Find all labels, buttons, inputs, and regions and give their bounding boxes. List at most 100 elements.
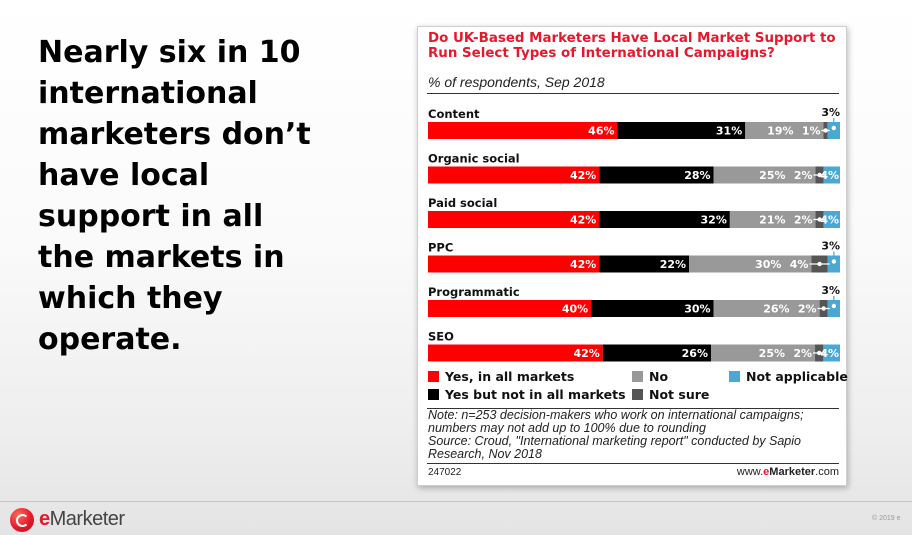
bar-value-label: 30% — [684, 303, 710, 316]
bar-value-label: 19% — [767, 125, 793, 138]
headline-line: which they — [38, 281, 223, 316]
copyright-text: © 2019 e — [872, 515, 901, 522]
bar-value-label: 4% — [820, 347, 839, 360]
bar-value-label: 22% — [660, 258, 686, 271]
bar-segment — [713, 300, 820, 317]
legend-label: Yes, in all markets — [445, 369, 575, 384]
source-line: Source: Croud, "International marketing … — [428, 434, 801, 448]
notes-divider — [427, 408, 839, 409]
label-leader-dot — [823, 128, 828, 133]
label-leader-dot — [817, 172, 822, 178]
bar-value-label: 28% — [684, 169, 710, 182]
site-suffix: .com — [815, 466, 839, 478]
label-leader-dot — [817, 261, 822, 267]
site-brand-e: e — [763, 466, 770, 478]
bar-segment — [823, 211, 840, 228]
bar-segment — [729, 211, 816, 228]
bar-value-label: 26% — [763, 303, 789, 316]
bar-value-label: 30% — [755, 258, 781, 271]
bar-value-label: 32% — [701, 214, 727, 227]
label-leader-dot — [831, 303, 837, 309]
bar-value-label: 42% — [570, 214, 596, 227]
legend-item-no: No — [632, 369, 668, 384]
chart-subtitle: % of respondents, Sep 2018 — [428, 74, 605, 90]
label-leader-dot — [831, 259, 837, 264]
category-label: Content — [428, 107, 480, 121]
legend-item-not-applicable: Not applicable — [729, 369, 848, 384]
category-label: Programmatic — [428, 285, 520, 299]
bar-value-label: 42% — [570, 169, 596, 182]
bar-segment — [602, 344, 711, 362]
bar-segment — [428, 300, 592, 317]
legend-swatch — [428, 389, 439, 400]
bar-segment — [827, 300, 840, 317]
bar-segment — [827, 122, 840, 139]
bar-segment — [599, 166, 714, 184]
footer-divider — [427, 463, 839, 464]
bar-segment — [428, 344, 603, 362]
headline-line: have local — [38, 158, 210, 193]
headline-line: operate. — [38, 322, 182, 357]
legend-swatch — [632, 371, 643, 382]
headline-line: the markets in — [38, 240, 285, 275]
bar-value-label: 2% — [794, 214, 813, 227]
legend-swatch — [729, 371, 740, 382]
bar-segment — [617, 122, 746, 139]
headline-line: international — [38, 76, 258, 111]
bar-value-label: 25% — [759, 169, 785, 182]
category-label: Organic social — [428, 152, 520, 166]
bar-value-label: 2% — [798, 303, 817, 316]
bar-segment — [591, 300, 714, 317]
category-label: SEO — [428, 330, 454, 344]
bar-value-label: 26% — [682, 347, 708, 360]
bar-segment — [710, 344, 816, 362]
chart-card: Do UK-Based Marketers Have Local Market … — [417, 26, 848, 486]
note-line: numbers may not add up to 100% due to ro… — [428, 421, 706, 435]
bar-value-label: 3% — [821, 284, 840, 297]
stacked-bar-chart: Content 46% 31% 19% 1% 3% Organic social 42% 28%… — [428, 106, 840, 362]
bar-segment — [428, 255, 600, 273]
title-divider — [427, 93, 839, 94]
legend-label: Not applicable — [746, 369, 848, 384]
legend-label: Yes but not in all markets — [445, 387, 626, 402]
headline-line: marketers don’t — [38, 117, 311, 152]
bar-value-label: 42% — [573, 347, 599, 360]
site-prefix: www. — [736, 466, 764, 478]
chart-title-line: Run Select Types of International Campai… — [428, 45, 775, 61]
source-line: Research, Nov 2018 — [428, 447, 542, 461]
bar-segment — [428, 122, 618, 139]
emarketer-logo-text: eMarketer — [39, 508, 125, 530]
bar-value-label: 1% — [802, 125, 821, 138]
label-leader-dot — [816, 350, 822, 356]
label-leader-dot — [821, 306, 826, 311]
note-line: Note: n=253 decision-makers who work on … — [428, 408, 804, 422]
chart-notes: Note: n=253 decision-makers who work on … — [428, 409, 842, 461]
bar-segment — [428, 166, 600, 184]
legend-item-not-sure: Not sure — [632, 387, 709, 402]
bar-value-label: 31% — [716, 125, 742, 138]
emarketer-logo-icon — [10, 508, 34, 532]
legend-swatch — [428, 371, 439, 382]
headline-line: support in all — [38, 199, 264, 234]
bar-segment — [713, 166, 816, 184]
bar-value-label: 4% — [790, 258, 809, 271]
bar-value-label: 46% — [588, 125, 614, 138]
bar-segment — [823, 166, 840, 184]
bar-segment — [599, 211, 730, 228]
legend-item-yes-not-all: Yes but not in all markets — [428, 387, 626, 402]
source-website-link[interactable]: www.eMarketer.com — [737, 466, 839, 478]
bar-value-label: 21% — [759, 214, 785, 227]
headline: Nearly six in 10 international marketers… — [38, 32, 358, 360]
bar-value-label: 40% — [562, 303, 588, 316]
bar-segment — [745, 122, 824, 139]
category-label: Paid social — [428, 196, 497, 210]
label-leader-dot — [817, 217, 822, 222]
bar-value-label: 3% — [821, 240, 840, 253]
chart-id: 247022 — [428, 467, 462, 478]
legend-item-yes-all: Yes, in all markets — [428, 369, 574, 384]
legend-swatch — [632, 389, 643, 400]
bar-segment — [823, 344, 840, 362]
footer-divider-line — [0, 501, 912, 502]
bar-value-label: 25% — [759, 347, 785, 360]
bar-value-label: 4% — [820, 169, 839, 182]
